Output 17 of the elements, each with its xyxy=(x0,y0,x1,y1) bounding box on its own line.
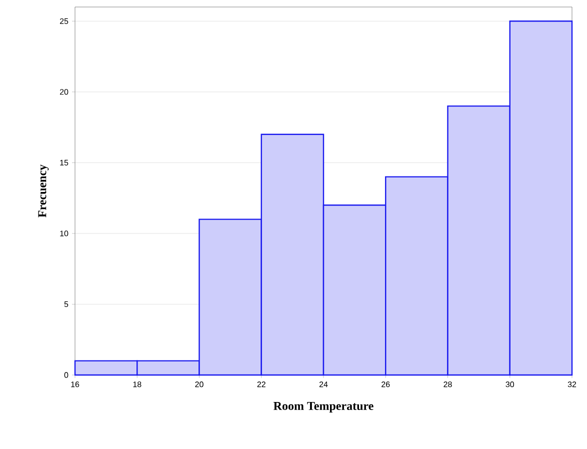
y-tick-label: 5 xyxy=(64,301,68,308)
x-tick-label: 24 xyxy=(319,382,328,388)
x-tick-label: 22 xyxy=(257,382,266,388)
x-tick-label: 26 xyxy=(382,382,390,388)
y-tick-label: 20 xyxy=(60,89,68,95)
x-tick-label: 20 xyxy=(195,382,204,388)
x-tick-label: 28 xyxy=(444,382,452,388)
x-tick-label: 18 xyxy=(133,382,142,388)
y-tick-label: 25 xyxy=(60,18,68,24)
x-axis-title: Room Temperature xyxy=(274,402,374,412)
x-tick-label: 30 xyxy=(506,382,514,388)
y-tick-label: 10 xyxy=(60,230,68,236)
y-tick-label: 15 xyxy=(60,160,68,166)
x-tick-label: 16 xyxy=(71,382,80,388)
y-tick-label: 0 xyxy=(64,372,68,378)
x-tick-label: 32 xyxy=(568,382,576,388)
y-axis-title: Frecuency xyxy=(38,164,49,218)
